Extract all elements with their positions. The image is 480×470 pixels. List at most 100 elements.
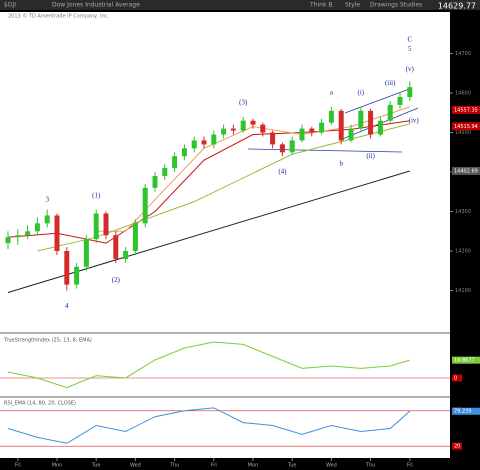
x-tick-label: Fri [211, 463, 217, 469]
y-tick-label: 14600 [455, 91, 471, 97]
candle-body [368, 110, 374, 135]
candle-body [54, 215, 60, 252]
wave-label: C [407, 35, 412, 43]
candle-body [270, 132, 276, 145]
candle-body [397, 97, 403, 105]
y-tick-label: 14200 [455, 249, 471, 255]
candle-body [25, 231, 31, 236]
candle-body [289, 140, 295, 153]
y-tick-label: 14100 [455, 288, 471, 294]
indicator-title: RSI_EMA (14, 80, 20, CLOSE) [4, 401, 76, 407]
wave-label: (2) [112, 276, 121, 284]
candle-body [172, 156, 178, 169]
price-marker [452, 166, 480, 175]
x-tick-label: Mon [52, 463, 63, 469]
candle-body [123, 251, 129, 259]
y-tick-label: 20 [454, 444, 460, 450]
x-tick-label: Mon [248, 463, 259, 469]
price-marker [452, 122, 480, 131]
x-tick-label: Thu [169, 463, 179, 469]
candle-body [181, 148, 187, 157]
candle-body [64, 251, 70, 285]
x-tick-label: Wed [326, 463, 337, 469]
wave-label: (1) [92, 191, 101, 199]
x-tick-label: Fri [15, 463, 21, 469]
candle-body [142, 187, 148, 224]
reference-box [452, 442, 462, 450]
candle-body [240, 120, 246, 131]
wave-label: 5 [408, 45, 412, 53]
wave-label: (v) [406, 65, 415, 73]
plot-area [0, 12, 450, 458]
toolbar-item[interactable]: Think B. [309, 2, 334, 9]
indicator-title: TrueStrengthIndex (25, 13, 8, EMA) [3, 338, 92, 344]
candle-body [407, 87, 413, 98]
candle-body [260, 124, 266, 133]
y-tick-label: 14700 [455, 51, 471, 57]
candle-body [328, 110, 334, 123]
candle-body [93, 213, 99, 240]
x-tick-label: Tue [287, 463, 297, 469]
toolbar-item[interactable]: Drawings [370, 2, 398, 9]
symbol[interactable]: $DJI [4, 2, 16, 9]
wave-label: a [330, 89, 334, 97]
candle-body [221, 128, 227, 135]
wave-label: (iii) [385, 79, 396, 87]
x-tick-label: Thu [365, 463, 375, 469]
candle-body [5, 237, 11, 244]
description: Dow Jones Industrial Average [52, 2, 140, 9]
y-tick-label: 0 [454, 376, 457, 382]
wave-label: 4 [65, 302, 69, 310]
line [7, 407, 411, 444]
candle-body [377, 120, 383, 135]
candle-body [299, 128, 305, 141]
wave-label: b [339, 160, 343, 168]
candle-body [201, 140, 207, 145]
candle-body [44, 215, 50, 224]
trend-line [247, 148, 403, 153]
wave-label: (iv) [409, 116, 420, 124]
candle-body [103, 213, 109, 236]
wave-label: (i) [357, 89, 364, 97]
price-marker-label: 14515.94 [454, 124, 478, 130]
candle-body [74, 266, 80, 285]
candle-body [230, 128, 236, 131]
candle-body [15, 235, 21, 238]
x-tick-label: Tue [91, 463, 101, 469]
candle-body [132, 223, 138, 252]
candle-body [113, 235, 119, 259]
candle-body [358, 110, 364, 129]
candle-body [83, 239, 89, 267]
price-marker [452, 105, 480, 114]
toolbar [0, 0, 480, 10]
line [37, 123, 410, 252]
candle-body [279, 144, 285, 153]
reference-box [452, 374, 462, 382]
candle-body [309, 128, 315, 133]
x-tick-label: Wed [130, 463, 141, 469]
value-label: 14.8677 [454, 358, 475, 364]
line [7, 120, 410, 244]
copyright: 2013 © TD Ameritrade IP Company, Inc. [8, 13, 110, 20]
wave-label: (ii) [366, 152, 375, 160]
candle-body [338, 110, 344, 141]
trend-line [344, 87, 413, 114]
candle-body [191, 140, 197, 149]
candle-body [387, 104, 393, 121]
toolbar-item[interactable]: Style [345, 2, 360, 9]
y-tick-label: 14300 [455, 209, 471, 215]
candle-body [250, 120, 256, 125]
price-marker-label: 14402.69 [454, 168, 478, 174]
value-label: 79.239 [454, 409, 472, 415]
candle-body [211, 134, 217, 145]
candle-body [162, 168, 168, 176]
toolbar-item[interactable]: Studies [400, 2, 422, 9]
line [7, 341, 410, 389]
candle-body [319, 122, 325, 133]
x-tick-label: Fri [407, 463, 413, 469]
value-box [452, 356, 480, 364]
candle-body [34, 223, 40, 232]
candle-body [348, 128, 354, 141]
